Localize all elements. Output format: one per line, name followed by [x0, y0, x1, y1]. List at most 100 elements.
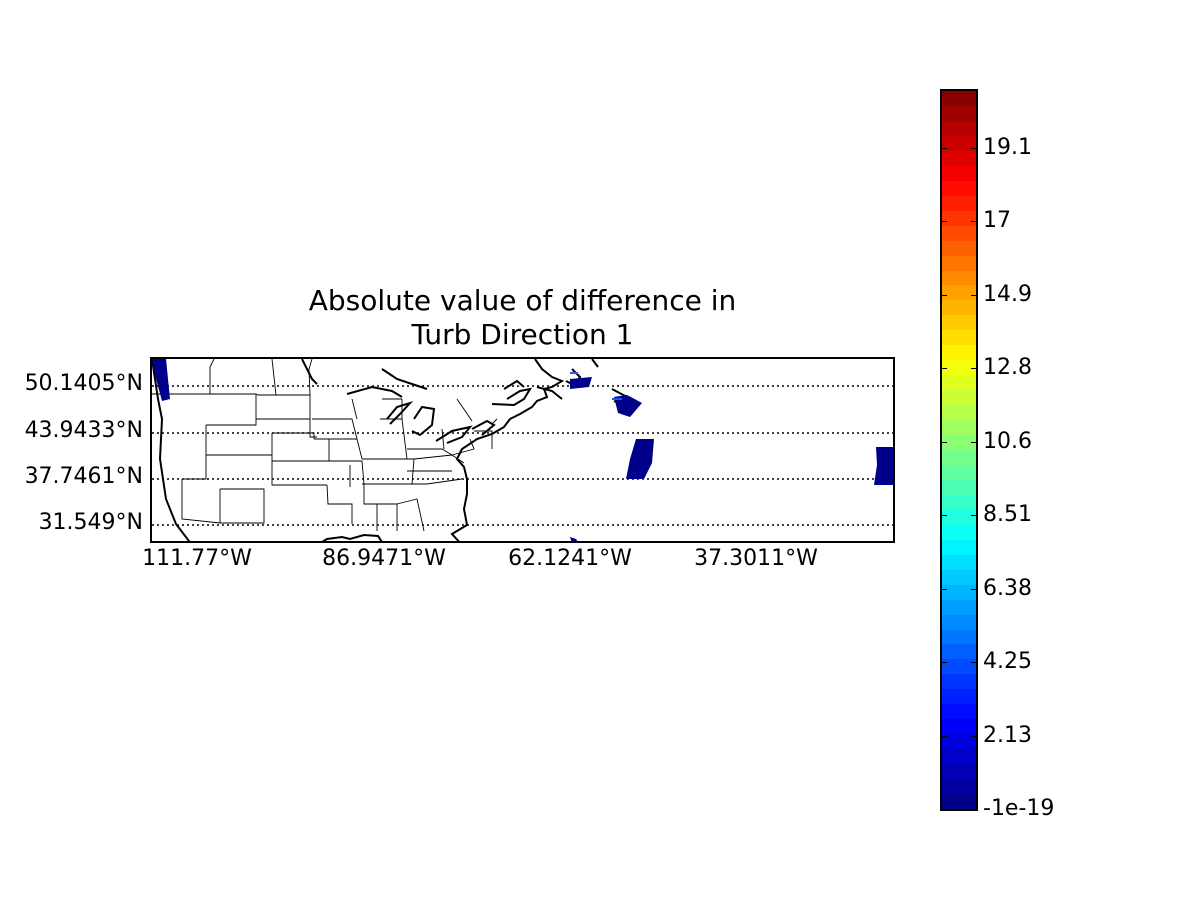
colorbar-tick-label: 8.51: [983, 502, 1032, 527]
colorbar-tick-mark: [940, 221, 947, 222]
colorbar-tick-mark: [971, 221, 978, 222]
latitude-label-1: 50.1405°N: [24, 371, 143, 396]
swath-atlantic-central: [626, 439, 654, 479]
colorbar-band: [942, 778, 976, 795]
colorbar-tick-mark: [940, 441, 947, 443]
colorbar-band: [942, 613, 976, 630]
colorbar-tick-label: 6.38: [983, 575, 1032, 601]
colorbar-band: [942, 239, 976, 256]
map-title-line-2: Turb Direction 1: [411, 318, 634, 351]
colorbar-tick-mark: [971, 441, 978, 443]
colorbar-band: [942, 329, 976, 346]
colorbar-tick-label: 14.9: [983, 281, 1032, 307]
colorbar-tick-mark: [971, 515, 978, 516]
colorbar-band: [942, 359, 976, 376]
colorbar-band: [942, 493, 976, 510]
colorbar-tick-mark: [971, 368, 978, 369]
data-swaths: [152, 359, 893, 541]
colorbar-band: [942, 104, 976, 121]
colorbar-tick-label: 4.25: [983, 649, 1032, 674]
colorbar-band: [942, 763, 976, 780]
colorbar-band: [942, 134, 976, 151]
colorbar-tick-mark: [940, 294, 947, 296]
longitude-label-1: 111.77°W: [142, 546, 252, 571]
colorbar-band: [942, 583, 976, 600]
colorbar-tick-mark: [971, 809, 978, 810]
colorbar-band: [942, 209, 976, 226]
colorbar-band: [942, 628, 976, 645]
colorbar-band: [942, 119, 976, 136]
colorbar-band: [942, 598, 976, 615]
state-boundaries: [152, 359, 498, 532]
colorbar-tick-mark: [971, 735, 978, 737]
colorbar-tick-mark: [971, 662, 978, 663]
colorbar-band: [942, 449, 976, 465]
latitude-gridlines: [152, 385, 893, 526]
colorbar-tick-mark: [971, 294, 978, 296]
colorbar-band: [942, 568, 976, 585]
colorbar-band: [942, 733, 976, 750]
colorbar-band: [942, 538, 976, 555]
longitude-label-4: 37.3011°W: [694, 546, 818, 571]
map-title-line-1: Absolute value of difference in: [308, 284, 737, 317]
swath-south-fragment: [570, 537, 578, 541]
colorbar-tick-label: 17: [983, 208, 1011, 233]
map-title: Absolute value of difference in Turb Dir…: [150, 284, 895, 352]
colorbar-band: [942, 478, 976, 495]
longitude-label-2: 86.9471°W: [322, 546, 446, 571]
colorbar-band: [942, 434, 976, 450]
colorbar-band: [942, 269, 976, 286]
colorbar-band: [942, 748, 976, 765]
colorbar-band: [942, 299, 976, 316]
colorbar-band: [942, 149, 976, 166]
latitude-label-3: 37.7461°N: [24, 464, 143, 489]
colorbar: [940, 89, 978, 811]
swath-west: [152, 359, 170, 401]
colorbar-band: [942, 404, 976, 421]
colorbar-band: [942, 508, 976, 525]
basemap: [152, 359, 893, 541]
colorbar-tick-mark: [940, 515, 947, 516]
colorbar-band: [942, 164, 976, 181]
coastlines: [152, 359, 640, 541]
colorbar-band: [942, 374, 976, 391]
colorbar-tick-label: 12.8: [983, 355, 1032, 380]
colorbar-band: [942, 254, 976, 271]
swath-newfoundland-east: [614, 395, 642, 417]
colorbar-tick-label: 19.1: [983, 134, 1032, 160]
colorbar-band: [942, 284, 976, 301]
colorbar-band: [942, 389, 976, 406]
map-plot-area: [150, 357, 895, 543]
colorbar-band: [942, 553, 976, 570]
colorbar-band: [942, 419, 976, 436]
colorbar-tick-mark: [940, 735, 947, 737]
colorbar-tick-mark: [971, 588, 978, 590]
colorbar-band: [942, 673, 976, 690]
colorbar-band: [942, 718, 976, 735]
colorbar-band: [942, 314, 976, 331]
colorbar-band: [942, 194, 976, 211]
latitude-label-2: 43.9433°N: [24, 418, 143, 443]
colorbar-band: [942, 91, 976, 106]
colorbar-band: [942, 658, 976, 675]
colorbar-band: [942, 523, 976, 540]
colorbar-tick-label: 2.13: [983, 722, 1032, 748]
colorbar-tick-mark: [940, 368, 947, 369]
colorbar-band: [942, 703, 976, 720]
colorbar-band: [942, 688, 976, 705]
longitude-label-3: 62.1241°W: [508, 546, 632, 571]
colorbar-band: [942, 224, 976, 241]
swath-atlantic-east: [874, 447, 893, 485]
colorbar-tick-label: 10.6: [983, 428, 1032, 454]
colorbar-tick-mark: [940, 662, 947, 663]
swath-newfoundland-north: [570, 377, 592, 389]
colorbar-tick-mark: [940, 809, 947, 810]
colorbar-band: [942, 179, 976, 196]
data-swath-highlights: [570, 372, 622, 400]
colorbar-tick-label: -1e-19: [983, 796, 1055, 821]
latitude-label-4: 31.549°N: [38, 510, 143, 535]
colorbar-band: [942, 643, 976, 660]
colorbar-tick-mark: [940, 588, 947, 590]
colorbar-tick-mark: [940, 147, 947, 149]
colorbar-band: [942, 793, 976, 809]
